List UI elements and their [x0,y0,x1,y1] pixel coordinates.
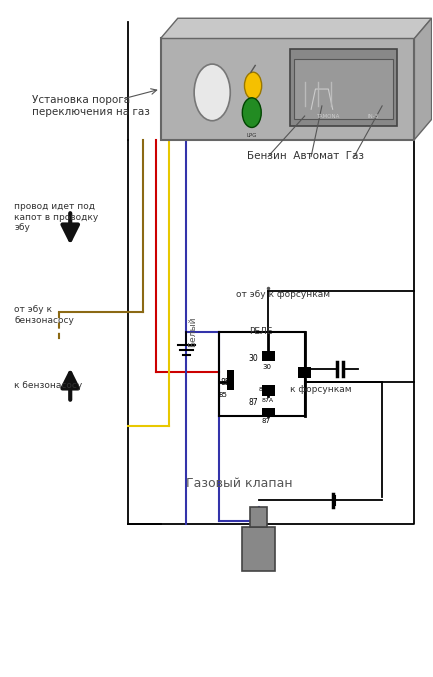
Text: Белый: Белый [188,317,197,347]
Text: 87: 87 [262,418,271,424]
Text: от эбу к
бензонасосу: от эбу к бензонасосу [14,305,74,324]
Bar [161,39,414,139]
Text: от эбу к форсункам: от эбу к форсункам [236,290,330,299]
Text: IN-3: IN-3 [368,114,379,119]
Text: TAMONA: TAMONA [316,114,339,119]
Text: к форсункам: к форсункам [290,385,351,393]
Bar [219,332,305,416]
Text: 30: 30 [263,364,272,370]
Bar [262,408,275,416]
Text: LPG: LPG [246,133,257,138]
Bar [262,351,275,362]
Text: провод идет под
капот в проводку
эбу: провод идет под капот в проводку эбу [14,202,99,232]
Text: 87A: 87A [262,398,274,403]
Bar [290,49,397,126]
Bar [298,368,311,378]
Text: 87: 87 [249,398,259,407]
Polygon shape [414,18,432,139]
Bar [262,385,275,396]
Bar [294,59,393,119]
Text: Установка порога
переключения на газ: Установка порога переключения на газ [32,95,149,116]
Text: 85: 85 [221,378,230,387]
Text: 30: 30 [249,354,259,364]
Polygon shape [161,18,432,39]
Circle shape [242,97,261,127]
Bar [227,370,234,391]
Text: РЕЛЕ: РЕЛЕ [249,327,272,336]
Text: Бензин  Автомат  Газ: Бензин Автомат Газ [247,152,364,161]
Text: 85: 85 [219,393,227,399]
Bar [242,527,275,571]
Text: 87A: 87A [259,387,271,392]
Text: к бензонасосу: к бензонасосу [14,381,83,390]
Bar [250,507,267,527]
Circle shape [194,64,230,121]
Text: Газовый клапан: Газовый клапан [186,477,293,490]
Circle shape [245,72,262,99]
